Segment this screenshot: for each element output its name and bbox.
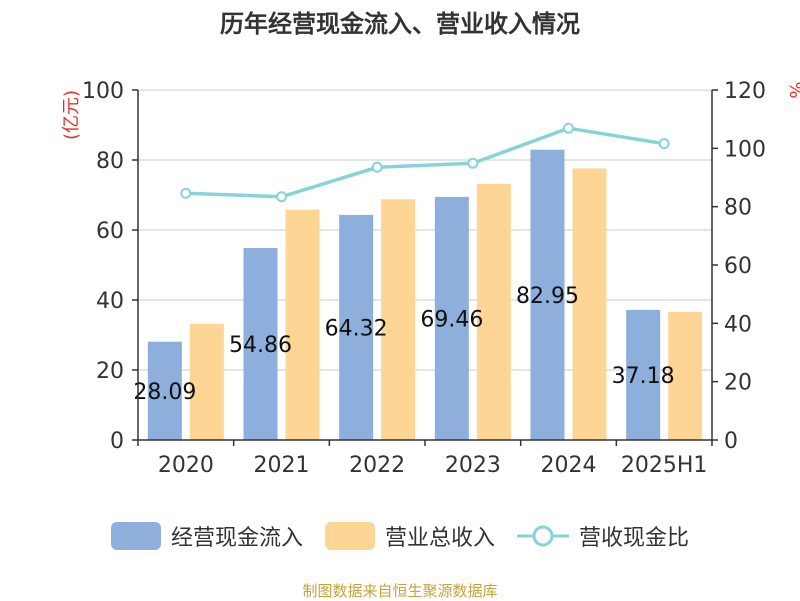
- bar-revenue: [189, 323, 224, 440]
- left-tick-label: 80: [96, 149, 124, 174]
- data-label-cash-inflow: 28.09: [133, 380, 196, 405]
- right-tick-label: 40: [724, 312, 752, 337]
- legend-swatch-cash-inflow: [110, 522, 161, 550]
- bar-cash-inflow: [626, 309, 661, 440]
- data-label-cash-inflow: 54.86: [229, 333, 292, 358]
- bar-revenue: [572, 168, 607, 440]
- data-label-cash-inflow: 69.46: [420, 307, 483, 332]
- grid-lines: [138, 89, 712, 371]
- data-labels: 28.09 54.86 64.32 69.46 82.95 37.18: [133, 284, 674, 405]
- left-tick-label: 100: [82, 79, 124, 104]
- x-tick-label: 2022: [349, 453, 405, 478]
- x-tick-label: 2021: [254, 453, 310, 478]
- legend: 经营现金流入 营业总收入 营收现金比: [0, 516, 800, 556]
- ratio-point: [371, 161, 383, 173]
- x-tick-label: 2020: [158, 453, 214, 478]
- right-axis-title: %: [785, 81, 800, 98]
- legend-label-cash-inflow: 经营现金流入: [170, 526, 303, 551]
- bar-revenue: [476, 183, 511, 441]
- bar-revenue: [381, 199, 416, 440]
- legend-item-revenue: 营业总收入: [324, 520, 495, 552]
- right-tick-label: 100: [724, 137, 766, 162]
- left-tick-label: 40: [96, 289, 124, 314]
- right-tick-label: 120: [724, 79, 766, 104]
- ratio-line-path: [185, 126, 665, 199]
- chart-title: 历年经营现金流入、营业收入情况: [220, 10, 580, 38]
- ratio-point: [467, 157, 479, 169]
- bar-revenue: [668, 311, 703, 440]
- bar-cash-inflow: [434, 196, 469, 440]
- legend-label-revenue: 营业总收入: [384, 526, 495, 551]
- data-label-cash-inflow: 82.95: [516, 284, 579, 309]
- right-tick-label: 0: [724, 429, 738, 454]
- data-label-cash-inflow: 64.32: [325, 316, 388, 341]
- bar-cash-inflow: [243, 247, 278, 440]
- ratio-point: [276, 191, 287, 203]
- legend-label-ratio: 营收现金比: [579, 526, 690, 551]
- ratio-point: [180, 187, 192, 199]
- data-label-cash-inflow: 37.18: [612, 364, 675, 389]
- left-tick-label: 60: [96, 219, 124, 244]
- left-tick-label: 20: [96, 359, 124, 384]
- axes: 0 20 40 60 80 100 0 20 40 60 80 100 120 2020 2021 2022 2…: [82, 79, 766, 478]
- right-tick-label: 80: [724, 196, 752, 221]
- legend-item-cash-inflow: 经营现金流入: [110, 520, 303, 552]
- x-tick-label: 2024: [541, 453, 597, 478]
- bar-cash-inflow: [530, 149, 565, 441]
- bars: [147, 149, 703, 441]
- right-tick-label: 20: [724, 371, 752, 396]
- legend-item-ratio: 营收现金比: [517, 520, 689, 552]
- x-tick-label: 2025H1: [621, 453, 708, 478]
- ratio-point: [658, 138, 670, 150]
- right-tick-label: 60: [724, 254, 752, 279]
- ratio-point: [563, 122, 574, 134]
- x-tick-label: 2023: [445, 453, 501, 478]
- bar-revenue: [285, 209, 320, 440]
- left-axis-title: (亿元): [61, 90, 82, 140]
- legend-swatch-ratio: [517, 525, 569, 547]
- ratio-line: [180, 122, 670, 203]
- legend-swatch-revenue: [324, 522, 375, 550]
- left-tick-label: 0: [110, 429, 124, 454]
- bar-cash-inflow: [147, 341, 182, 440]
- source-note: 制图数据来自恒生聚源数据库: [302, 582, 498, 600]
- bar-cash-inflow: [339, 214, 374, 440]
